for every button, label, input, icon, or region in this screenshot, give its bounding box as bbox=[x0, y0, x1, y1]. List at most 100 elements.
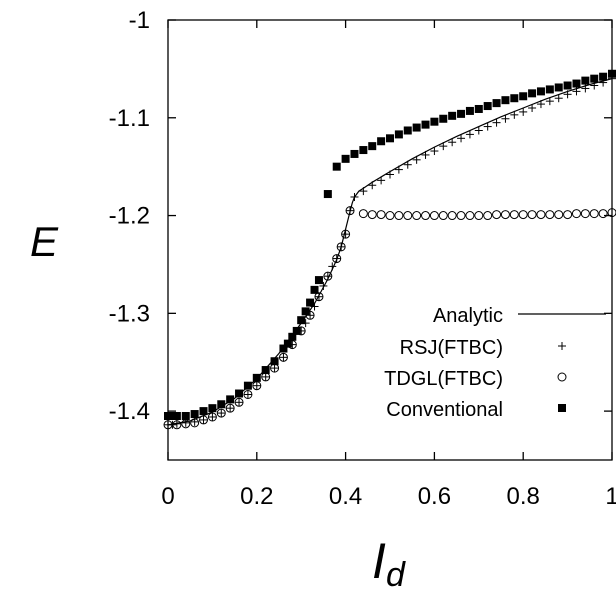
data-point-plus bbox=[208, 412, 217, 421]
data-point-square bbox=[554, 83, 563, 92]
legend-label: Analytic bbox=[433, 305, 503, 327]
data-point-square bbox=[439, 114, 448, 123]
data-point-square bbox=[217, 400, 226, 409]
data-point-plus bbox=[217, 409, 226, 418]
data-point-plus bbox=[483, 122, 492, 131]
data-point-circle bbox=[278, 352, 288, 362]
data-point-plus bbox=[377, 176, 386, 185]
data-point-plus bbox=[319, 281, 328, 290]
data-point-circle bbox=[421, 211, 431, 221]
x-tick-label: 0.2 bbox=[240, 483, 273, 510]
data-point-circle bbox=[385, 211, 395, 221]
data-point-square bbox=[501, 96, 510, 105]
data-point-square bbox=[235, 389, 244, 398]
data-point-square bbox=[492, 99, 501, 108]
x-axis-label: I bbox=[372, 533, 386, 589]
data-point-circle bbox=[527, 210, 537, 220]
data-point-square bbox=[168, 412, 177, 420]
data-point-plus bbox=[448, 138, 457, 147]
data-point-square bbox=[279, 344, 288, 353]
data-point-circle bbox=[332, 254, 342, 264]
data-point-square bbox=[350, 149, 359, 158]
data-point-circle bbox=[580, 209, 590, 219]
data-point-square bbox=[545, 85, 554, 94]
series-plus bbox=[164, 74, 616, 429]
data-point-circle bbox=[474, 211, 484, 221]
data-point-square bbox=[208, 404, 217, 413]
y-tick-label: -1.1 bbox=[109, 105, 150, 132]
data-point-plus bbox=[581, 84, 590, 93]
data-point-square bbox=[292, 326, 301, 335]
legend-key-circle bbox=[557, 372, 567, 382]
data-point-circle bbox=[571, 209, 581, 219]
data-point-circle bbox=[429, 211, 439, 221]
data-point-square bbox=[572, 79, 581, 88]
data-point-square bbox=[536, 87, 545, 96]
data-point-square bbox=[528, 89, 537, 98]
series-layer bbox=[163, 69, 616, 430]
data-point-plus bbox=[457, 134, 466, 143]
data-point-square bbox=[377, 137, 386, 146]
data-point-circle bbox=[341, 229, 351, 239]
legend: Analytic RSJ(FTBC) TDGL(FTBC) Conventional bbox=[384, 305, 606, 421]
data-point-circle bbox=[367, 210, 377, 220]
data-point-square bbox=[403, 126, 412, 135]
data-point-circle bbox=[438, 211, 448, 221]
data-point-square bbox=[430, 117, 439, 126]
plot-frame bbox=[167, 19, 613, 461]
data-point-circle bbox=[190, 418, 200, 428]
data-point-square bbox=[359, 146, 368, 155]
data-point-circle bbox=[225, 403, 235, 413]
series-square bbox=[164, 69, 616, 420]
data-point-square bbox=[581, 76, 590, 85]
data-point-circle bbox=[589, 209, 599, 219]
data-point-plus bbox=[465, 130, 474, 139]
data-point-plus bbox=[314, 292, 323, 301]
data-point-circle bbox=[509, 210, 519, 220]
data-point-plus bbox=[492, 118, 501, 127]
data-point-plus bbox=[501, 114, 510, 123]
series-circle bbox=[163, 206, 616, 430]
data-point-square bbox=[252, 373, 261, 382]
legend-key-square bbox=[558, 404, 566, 412]
y-tick-label: -1.2 bbox=[109, 203, 150, 230]
data-point-square bbox=[199, 407, 208, 416]
data-point-plus bbox=[474, 126, 483, 135]
data-point-circle bbox=[447, 211, 457, 221]
data-point-square bbox=[297, 316, 306, 325]
data-point-circle bbox=[243, 389, 253, 399]
data-point-square bbox=[181, 412, 190, 420]
data-point-circle bbox=[358, 209, 368, 219]
data-point-square bbox=[421, 120, 430, 129]
data-point-square bbox=[172, 412, 181, 420]
data-point-square bbox=[190, 410, 199, 419]
data-point-square bbox=[306, 298, 315, 307]
data-point-plus bbox=[359, 187, 368, 196]
data-point-plus bbox=[199, 415, 208, 424]
data-point-plus bbox=[528, 104, 537, 112]
axis-ticks: 0 0.2 0.4 0.6 0.8 1 -1 -1.1 -1.2 -1.3 -1.4 bbox=[109, 7, 616, 510]
data-point-plus bbox=[386, 170, 394, 179]
data-point-square bbox=[563, 81, 572, 90]
x-tick-label: 0.6 bbox=[418, 483, 451, 510]
data-point-plus bbox=[226, 404, 235, 413]
data-point-plus bbox=[519, 107, 528, 116]
data-point-square bbox=[510, 94, 519, 103]
data-point-circle bbox=[234, 397, 244, 407]
data-point-circle bbox=[394, 211, 404, 221]
data-point-circle bbox=[199, 415, 209, 425]
data-point-circle bbox=[554, 210, 564, 220]
data-point-square bbox=[243, 381, 252, 390]
data-point-plus bbox=[350, 192, 359, 201]
data-point-plus bbox=[328, 262, 337, 271]
data-point-plus bbox=[394, 165, 403, 174]
data-point-plus bbox=[252, 381, 261, 390]
data-point-plus bbox=[536, 100, 545, 109]
data-point-circle bbox=[545, 210, 555, 220]
legend-label: Conventional bbox=[386, 399, 503, 421]
data-point-circle bbox=[483, 211, 493, 221]
data-point-circle bbox=[207, 412, 217, 422]
data-point-plus bbox=[341, 230, 350, 239]
data-point-plus bbox=[235, 398, 244, 407]
